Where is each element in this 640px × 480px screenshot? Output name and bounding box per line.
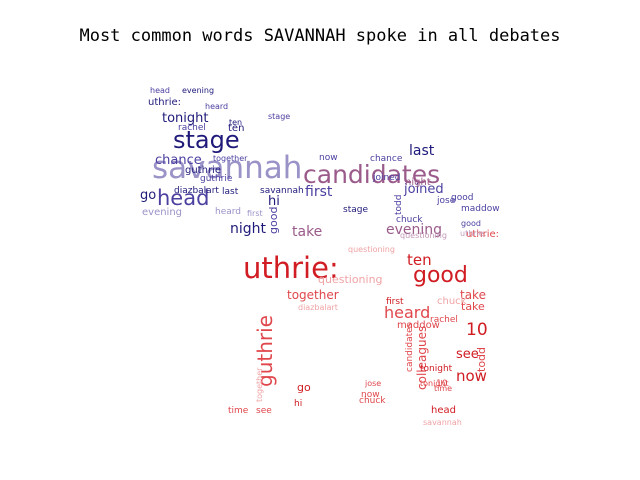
cloud-word: together xyxy=(213,154,248,163)
cloud-word: diazbalart xyxy=(298,303,338,312)
cloud-word: time xyxy=(228,406,249,416)
cloud-word: joined xyxy=(372,173,400,183)
cloud-word: first xyxy=(305,184,333,200)
cloud-word: evening xyxy=(182,86,214,95)
cloud-word: diazbalart xyxy=(174,186,219,196)
cloud-word: tonight xyxy=(420,364,453,374)
cloud-word: heard xyxy=(215,207,241,217)
cloud-word: jose xyxy=(364,379,381,388)
cloud-word: candidates xyxy=(405,322,415,372)
cloud-word: stage xyxy=(343,205,368,215)
cloud-word: together xyxy=(287,288,339,302)
cloud-word: good xyxy=(451,193,473,203)
cloud-word: night xyxy=(405,177,431,188)
cloud-word: stage xyxy=(268,112,290,121)
cloud-word: uthrie: xyxy=(148,97,181,108)
cloud-word: night xyxy=(230,221,267,237)
cloud-word: ten xyxy=(229,118,242,127)
cloud-word: 10 xyxy=(466,320,488,340)
cloud-word: questioning xyxy=(400,231,447,240)
cloud-word: first xyxy=(247,209,263,218)
cloud-word: see xyxy=(256,406,272,416)
cloud-word: maddow xyxy=(461,204,500,214)
cloud-word: go xyxy=(140,188,156,203)
cloud-word: chuck xyxy=(359,396,386,406)
cloud-word: good xyxy=(461,219,481,228)
cloud-word: good xyxy=(267,207,280,234)
cloud-word: savannah xyxy=(260,186,304,196)
cloud-word: questioning xyxy=(318,273,383,286)
cloud-word: guthrie xyxy=(200,174,233,184)
cloud-word: now xyxy=(319,153,338,163)
cloud-word: take xyxy=(461,300,485,313)
cloud-word: savannah xyxy=(423,418,462,427)
cloud-word: chuck xyxy=(396,215,423,225)
cloud-word: uthrie: xyxy=(460,229,486,238)
cloud-word: last xyxy=(409,143,435,159)
cloud-word: last xyxy=(222,187,239,197)
cloud-word: head xyxy=(150,86,170,95)
cloud-word: todd xyxy=(394,195,404,215)
cloud-word: rachel xyxy=(430,315,458,325)
cloud-word: first xyxy=(386,297,404,307)
cloud-word: time xyxy=(434,384,452,393)
cloud-word: heard xyxy=(205,102,228,111)
cloud-word: go xyxy=(297,381,311,394)
cloud-word: take xyxy=(292,224,322,240)
cloud-word: evening xyxy=(142,207,182,218)
cloud-word: ten xyxy=(407,251,432,269)
cloud-word: todd xyxy=(475,347,488,372)
cloud-word: hi xyxy=(294,399,302,409)
cloud-word: chance xyxy=(370,154,403,164)
cloud-word: rachel xyxy=(178,123,206,133)
cloud-word: questioning xyxy=(348,245,395,254)
cloud-word: head xyxy=(431,405,456,416)
cloud-word: together xyxy=(255,367,264,402)
